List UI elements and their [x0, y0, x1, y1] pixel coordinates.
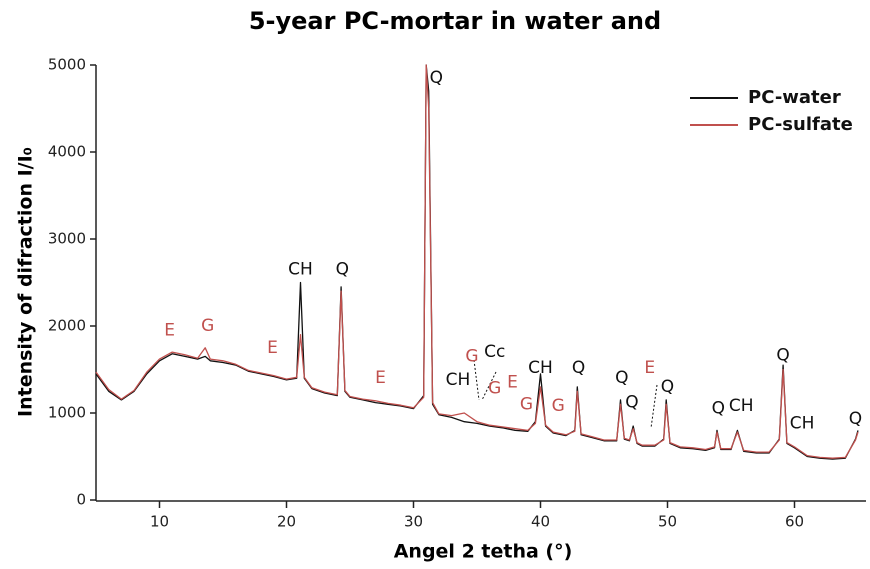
peak-label: Q [776, 346, 789, 366]
y-tick-label: 3000 [48, 230, 86, 248]
y-tick-label: 1000 [48, 404, 86, 422]
peak-label: CH [528, 358, 553, 378]
peak-label: E [267, 338, 278, 358]
peak-label: Q [712, 399, 725, 419]
x-tick-label: 60 [785, 513, 804, 531]
arrow [473, 359, 480, 401]
y-tick-label: 0 [76, 491, 86, 509]
peak-label: Q [336, 259, 349, 279]
x-tick-label: 20 [277, 513, 296, 531]
peak-label: CH [446, 370, 471, 390]
peak-label: CH [729, 396, 754, 416]
peak-label: G [201, 316, 214, 336]
peak-label: G [552, 396, 565, 416]
x-tick-label: 30 [404, 513, 423, 531]
peak-label: Q [615, 368, 628, 388]
y-tick-label: 4000 [48, 143, 86, 161]
x-axis-label: Angel 2 tetha (°) [394, 541, 573, 563]
peak-label: Q [625, 393, 638, 413]
peak-label: E [507, 373, 518, 393]
arrow [650, 384, 658, 429]
legend-label: PC-sulfate [748, 114, 853, 135]
peak-label: G [520, 394, 533, 414]
y-axis-label: Intensity of difraction I/I₀ [15, 147, 37, 417]
peak-label: Q [849, 409, 862, 429]
x-tick-label: 50 [658, 513, 677, 531]
peak-label: Q [661, 377, 674, 397]
peak-label: E [164, 320, 175, 340]
arrow [481, 371, 497, 401]
peak-label: G [465, 346, 478, 366]
x-tick-label: 40 [531, 513, 550, 531]
x-tick-label: 10 [150, 513, 169, 531]
peak-label: CH [288, 259, 313, 279]
series-line [95, 64, 859, 459]
peak-label: Q [572, 358, 585, 378]
peak-label: G [488, 379, 501, 399]
peak-label: E [644, 358, 655, 378]
peak-label: E [375, 368, 386, 388]
y-tick-label: 2000 [48, 317, 86, 335]
y-tick-label: 5000 [48, 56, 86, 74]
peak-label: CH [790, 413, 815, 433]
peak-label: Q [430, 68, 443, 88]
peak-label: Cc [484, 342, 505, 362]
series-line [95, 64, 859, 460]
chart-title: 5-year PC-mortar in water and [249, 7, 661, 35]
legend-label: PC-water [748, 87, 841, 108]
